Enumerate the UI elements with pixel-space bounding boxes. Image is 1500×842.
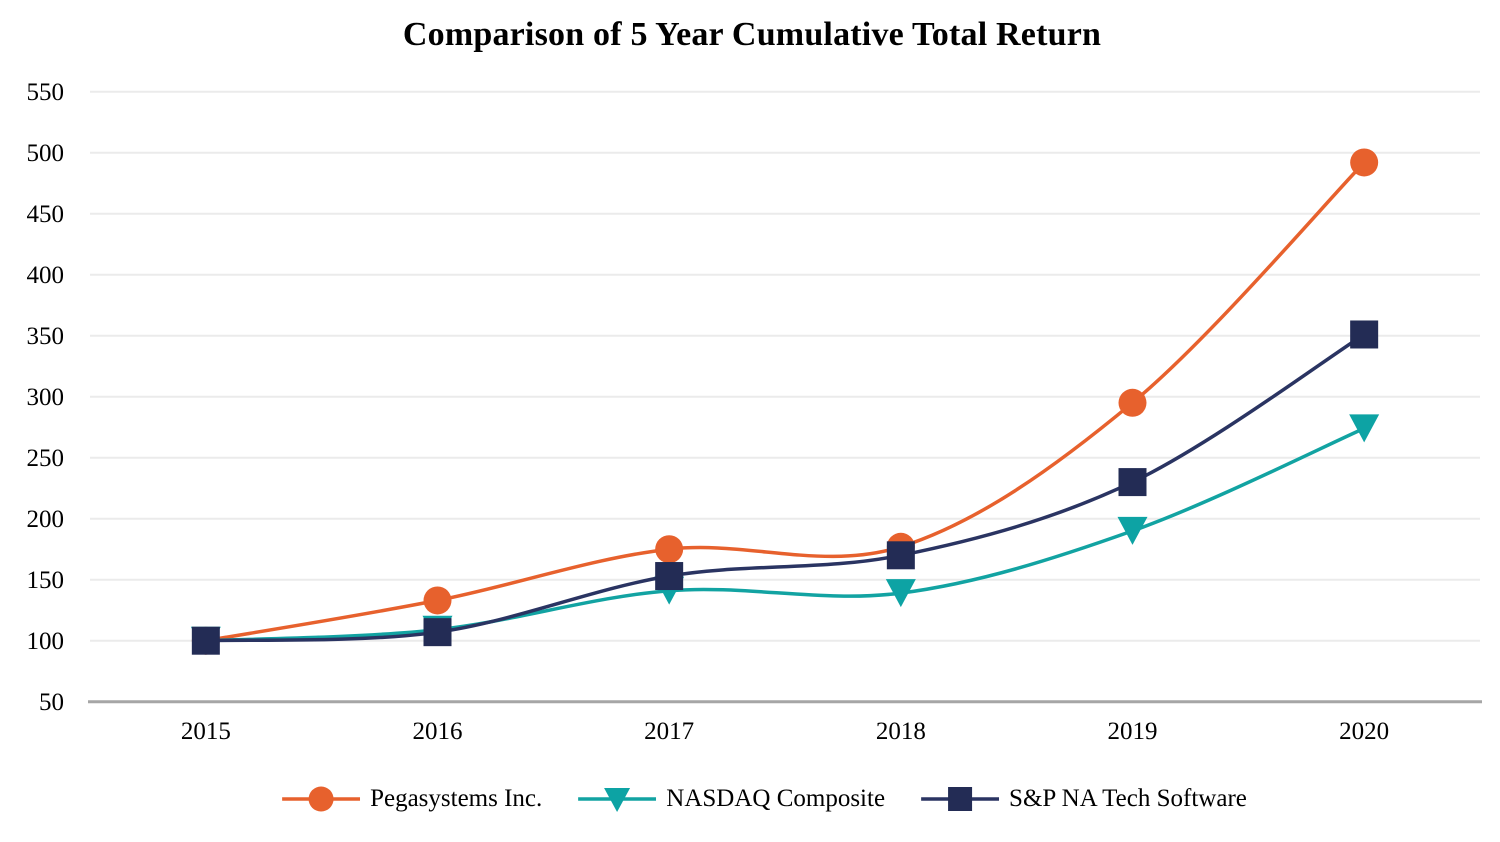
legend-label: S&P NA Tech Software [1009,785,1247,812]
square-legend-icon [921,787,1000,811]
data-point-marker-square [655,562,684,591]
legend-item: NASDAQ Composite [578,783,885,815]
data-point-marker-square [1118,468,1147,497]
data-point-marker-circle [1118,388,1147,417]
data-point-marker-triangle-down [885,579,916,608]
x-tick-label: 2019 [1108,718,1158,745]
y-tick-label: 100 [27,628,65,655]
chart-legend: Pegasystems Inc. NASDAQ Composite S&P NA T… [282,783,1247,815]
data-point-marker-square [423,618,452,647]
series-line [204,426,1366,643]
y-tick-label: 150 [27,567,65,594]
y-tick-label: 450 [27,201,65,228]
y-tick-label: 300 [27,384,65,411]
y-tick-label: 250 [27,445,65,472]
legend-label: Pegasystems Inc. [370,785,543,812]
series-line [204,160,1366,643]
x-tick-label: 2018 [876,718,926,745]
circle-legend-icon [282,786,361,812]
chart-title: Comparison of 5 Year Cumulative Total Re… [402,16,1102,53]
y-tick-label: 350 [27,323,65,350]
y-tick-label: 550 [27,79,65,106]
triangle-down-legend-icon [578,788,657,812]
legend-item: S&P NA Tech Software [921,783,1247,815]
legend-item: Pegasystems Inc. [282,783,542,815]
x-tick-label: 2020 [1339,718,1389,745]
data-point-marker-square [1350,320,1379,349]
data-point-marker-square [886,541,915,570]
data-point-marker-square [191,626,220,655]
y-tick-label: 200 [27,506,65,533]
data-point-marker-circle [423,586,452,615]
y-tick-label: 50 [39,689,64,716]
data-point-marker-triangle-down [1117,516,1148,545]
data-point-marker-circle [655,535,684,564]
series-line [204,332,1366,643]
x-tick-label: 2015 [181,718,231,745]
y-tick-label: 400 [27,262,65,289]
x-tick-label: 2016 [413,718,463,745]
x-tick-label: 2017 [644,718,694,745]
data-point-marker-triangle-down [1349,414,1380,443]
y-tick-label: 500 [27,140,65,167]
data-point-marker-circle [1350,148,1379,177]
legend-label: NASDAQ Composite [666,785,886,812]
